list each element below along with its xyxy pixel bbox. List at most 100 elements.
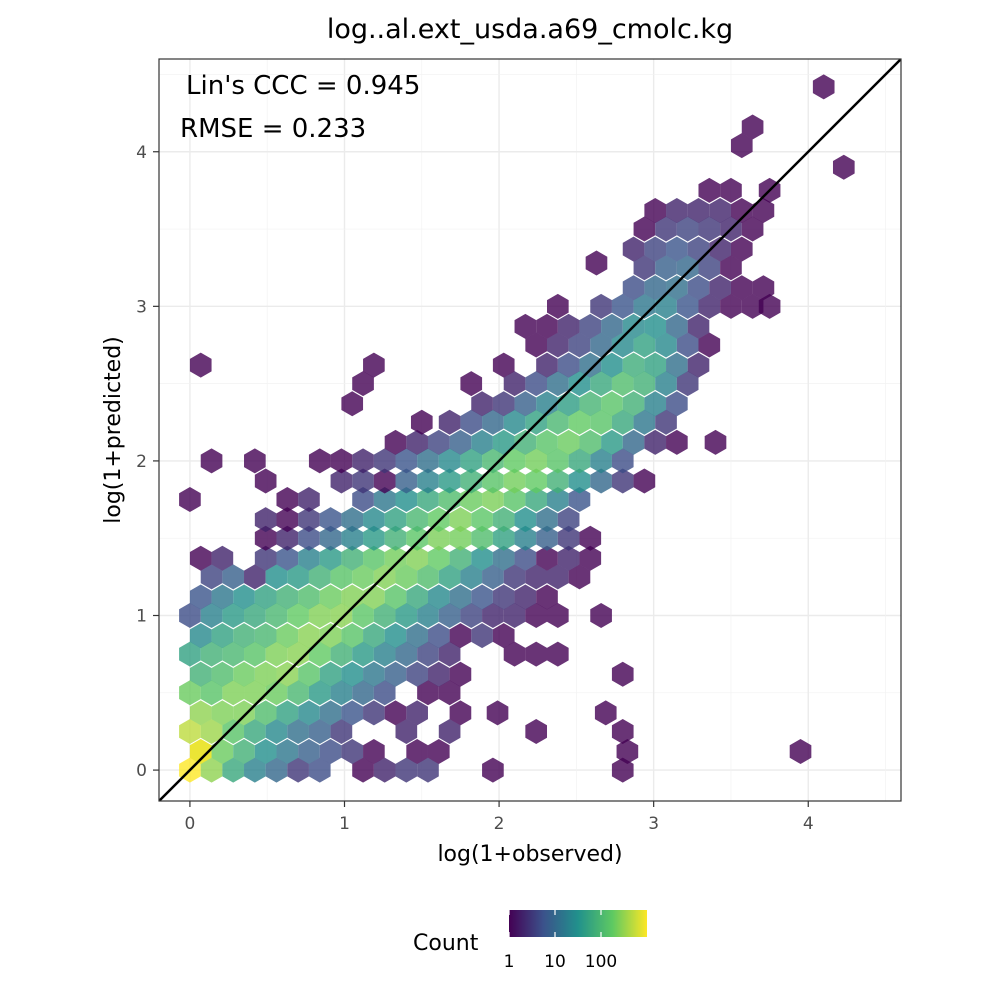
- hex-cell: [547, 468, 569, 494]
- hex-cell: [514, 313, 537, 339]
- hex-cell: [384, 700, 407, 726]
- hex-cell: [438, 448, 461, 474]
- hex-cell: [406, 661, 428, 687]
- hex-cell: [611, 661, 634, 687]
- legend: Count 1 10 100: [413, 910, 647, 972]
- hex-cell: [233, 700, 255, 726]
- hex-cell: [557, 429, 580, 455]
- hex-cell: [395, 468, 418, 494]
- hex-cell: [438, 603, 461, 628]
- hex-cell: [568, 371, 591, 397]
- hex-cell: [265, 757, 288, 783]
- hex-cell: [319, 623, 342, 649]
- hex-cell: [492, 507, 515, 533]
- hex-cell: [482, 409, 504, 435]
- hex-cell: [211, 584, 234, 610]
- hex-cell: [330, 468, 353, 494]
- hex-cell: [536, 507, 558, 533]
- hex-cell: [590, 371, 612, 397]
- hex-cell: [568, 409, 591, 435]
- hex-cell: [189, 584, 212, 610]
- y-axis-title: log(1+predicted): [101, 336, 126, 524]
- hex-cell: [590, 603, 612, 628]
- hex-cell: [406, 739, 428, 765]
- hex-cell: [687, 352, 710, 378]
- hex-cell: [384, 661, 407, 687]
- hex-cell: [417, 680, 439, 706]
- hex-cell: [438, 409, 461, 435]
- hex-cell: [222, 564, 245, 590]
- hex-cell: [568, 564, 591, 590]
- hex-cell: [211, 661, 234, 687]
- hex-cell: [287, 718, 309, 744]
- hex-cell: [438, 641, 461, 667]
- hex-cell: [644, 391, 667, 417]
- hex-cell: [611, 718, 634, 744]
- hex-cell: [417, 487, 439, 513]
- hex-cell: [460, 603, 483, 628]
- hex-cell: [395, 487, 418, 513]
- hex-cell: [244, 718, 266, 744]
- hex-cell: [254, 700, 277, 726]
- x-tick-label: 4: [803, 814, 814, 834]
- hex-cell: [568, 487, 591, 513]
- hex-cell: [676, 332, 699, 358]
- hex-cell: [536, 545, 558, 571]
- hex-cell: [406, 507, 428, 533]
- hex-cell: [655, 216, 677, 242]
- hex-cell: [471, 525, 493, 551]
- legend-title: Count: [413, 931, 479, 956]
- hex-cell: [557, 545, 580, 571]
- hex-cell: [579, 545, 602, 571]
- hex-cell: [298, 739, 320, 765]
- hex-cell: [579, 525, 602, 551]
- hex-cell: [352, 680, 374, 706]
- hex-cell: [536, 429, 558, 455]
- hex-cell: [308, 757, 331, 783]
- hex-cell: [341, 623, 364, 649]
- hex-cell: [579, 352, 602, 378]
- y-tick-label: 2: [136, 452, 147, 472]
- hex-cell: [352, 468, 374, 494]
- hex-cell: [200, 641, 223, 667]
- hex-cell: [179, 487, 201, 513]
- hex-cell: [449, 623, 472, 649]
- hex-cell: [319, 507, 342, 533]
- hex-cell: [633, 371, 656, 397]
- hex-cell: [298, 545, 320, 571]
- hex-cell: [417, 468, 439, 494]
- hex-cell: [341, 545, 364, 571]
- hex-cell: [460, 448, 483, 474]
- legend-tick-label: 1: [504, 952, 515, 972]
- hex-cell: [698, 177, 721, 203]
- hex-cell: [395, 448, 418, 474]
- hex-cell: [503, 468, 526, 494]
- legend-ticks: 1 10 100: [504, 910, 617, 972]
- hex-cell: [211, 700, 234, 726]
- hex-cell: [611, 468, 634, 494]
- hex-cell: [698, 293, 721, 319]
- hex-cell: [644, 352, 667, 378]
- hex-cell: [298, 661, 320, 687]
- ccc-annotation: Lin's CCC = 0.945: [186, 71, 420, 101]
- hex-cell: [590, 448, 612, 474]
- hex-cell: [704, 429, 727, 455]
- hex-cell: [406, 429, 428, 455]
- hex-cell: [211, 545, 234, 571]
- hex-cell: [211, 739, 234, 765]
- hex-cell: [276, 545, 299, 571]
- hex-cell: [622, 391, 645, 417]
- hex-cell: [330, 603, 353, 628]
- hex-cell: [200, 603, 223, 628]
- hex-cell: [709, 236, 731, 262]
- hex-cell: [590, 409, 612, 435]
- hex-cell: [384, 545, 407, 571]
- hex-cell: [594, 700, 617, 726]
- hex-cell: [666, 236, 688, 262]
- hex-cell: [536, 391, 558, 417]
- hex-cell: [536, 352, 558, 378]
- hex-cell: [622, 236, 645, 262]
- hex-cell: [557, 352, 580, 378]
- hex-cell: [276, 487, 299, 513]
- hex-cell: [492, 391, 515, 417]
